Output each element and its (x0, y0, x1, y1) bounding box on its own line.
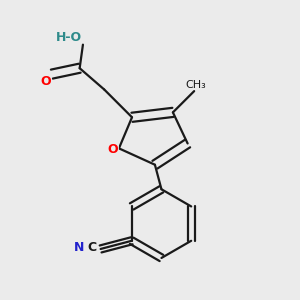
Text: C: C (87, 241, 96, 254)
Text: H-O: H-O (56, 31, 82, 44)
Text: O: O (41, 75, 51, 88)
Text: CH₃: CH₃ (185, 80, 206, 90)
Text: O: O (108, 143, 118, 157)
Text: N: N (74, 241, 84, 254)
